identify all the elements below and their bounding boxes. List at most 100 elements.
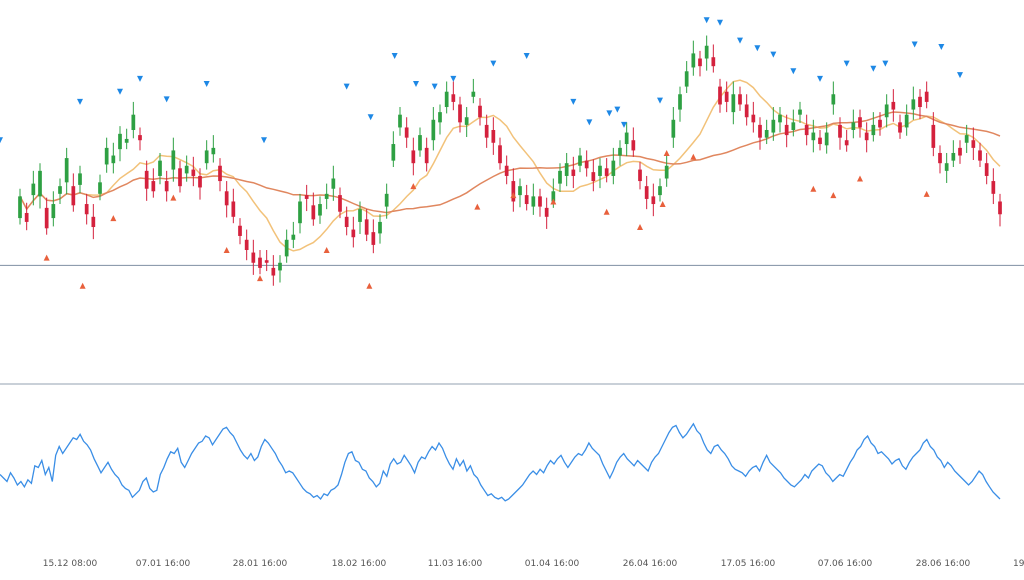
candle-body [478, 105, 482, 118]
candle-body [851, 122, 856, 130]
candle-body [744, 104, 749, 118]
fractal-down-marker [323, 247, 330, 253]
candle-body [958, 147, 962, 156]
x-tick-label: 11.03 16:00 [428, 559, 483, 569]
candle-body [458, 104, 462, 123]
fractal-down-marker [637, 224, 643, 231]
candle-body [64, 158, 69, 183]
candle-body [971, 140, 976, 148]
candle-body [511, 181, 516, 202]
x-tick-label: 07.01 16:00 [136, 559, 191, 569]
candle-body [198, 175, 202, 188]
fractal-up-marker [790, 68, 797, 75]
fractal-down-marker [510, 192, 517, 199]
fractal-up-marker [523, 52, 530, 59]
fractal-up-marker [870, 65, 877, 72]
fractal-up-marker [614, 106, 621, 113]
fractal-down-marker [223, 247, 230, 253]
candle-body [831, 94, 836, 105]
candle-body [884, 104, 889, 118]
x-tick-label: 01.04 16:00 [525, 559, 580, 569]
x-tick-label: 15.12 08:00 [43, 559, 98, 569]
candle-body [738, 94, 742, 105]
candle-body [158, 160, 162, 176]
candle-body [504, 165, 509, 176]
candle-body [771, 119, 776, 133]
candle-body [618, 147, 622, 156]
candle-body [871, 124, 876, 136]
fractal-up-marker [203, 81, 210, 88]
candle-body [144, 170, 149, 189]
candle-body [344, 216, 349, 228]
fractal-up-marker [137, 75, 143, 82]
candle-body [798, 109, 802, 115]
fractal-down-marker [830, 192, 837, 199]
candle-body [631, 140, 636, 151]
candle-body [758, 124, 762, 138]
candle-body [318, 204, 322, 216]
fractal-down-marker [603, 208, 610, 215]
fractal-up-marker [0, 137, 3, 144]
candle-body [438, 112, 442, 123]
candle-body [118, 133, 122, 150]
candle-body [924, 91, 929, 102]
fractal-up-marker [367, 114, 374, 121]
fractal-up-marker [882, 60, 889, 67]
fractal-up-marker [938, 44, 945, 51]
fractal-up-marker [957, 72, 963, 79]
candle-body [331, 178, 336, 189]
candle-body [658, 186, 662, 196]
fractal-down-marker [663, 149, 670, 156]
fractal-up-marker [431, 83, 438, 90]
candle-body [711, 57, 716, 67]
candle-body [171, 150, 176, 170]
candle-body [684, 71, 689, 87]
x-tick-label: 26.04 16:00 [623, 559, 678, 569]
candle-body [358, 209, 362, 222]
x-tick-label: 28.01 16:00 [233, 559, 288, 569]
candle-body [598, 165, 602, 176]
candle-body [291, 234, 296, 240]
candle-body [964, 135, 969, 143]
candle-body [838, 124, 842, 138]
candle-body [111, 155, 116, 164]
candle-body [244, 239, 249, 250]
candle-body [71, 186, 76, 206]
fractal-up-marker [817, 75, 823, 82]
fractal-up-marker [413, 81, 419, 88]
fractal-down-marker [474, 203, 481, 210]
x-tick-label: 19.0 [1013, 559, 1024, 569]
candle-body [38, 170, 42, 197]
candle-body [44, 207, 49, 229]
fractal-down-marker [110, 215, 117, 222]
candle-body [471, 91, 476, 97]
candle-body [638, 169, 642, 182]
candle-body [231, 201, 236, 217]
candle-body [404, 127, 409, 138]
candle-body [444, 91, 449, 108]
candle-body [538, 196, 542, 207]
candle-body [298, 201, 302, 224]
candle-body [704, 45, 709, 59]
candle-body [784, 124, 789, 136]
oscillator-line [0, 422, 1001, 502]
candle-body [764, 130, 769, 138]
candle-body [364, 219, 369, 235]
candle-body [518, 186, 522, 196]
oscillator-panel [0, 422, 1001, 502]
fractal-up-marker [163, 96, 170, 103]
candle-body [491, 130, 496, 143]
candle-body [671, 119, 676, 138]
candle-body [284, 239, 289, 257]
candle-body [484, 124, 489, 138]
candle-body [204, 150, 209, 164]
fractal-down-marker [810, 185, 817, 192]
fractal-up-marker [117, 88, 123, 95]
fractal-up-marker [261, 137, 267, 144]
candle-body [391, 144, 396, 161]
candle-body [124, 138, 129, 143]
candle-body [718, 86, 722, 105]
candle-body [398, 114, 402, 128]
candle-body [131, 114, 136, 130]
